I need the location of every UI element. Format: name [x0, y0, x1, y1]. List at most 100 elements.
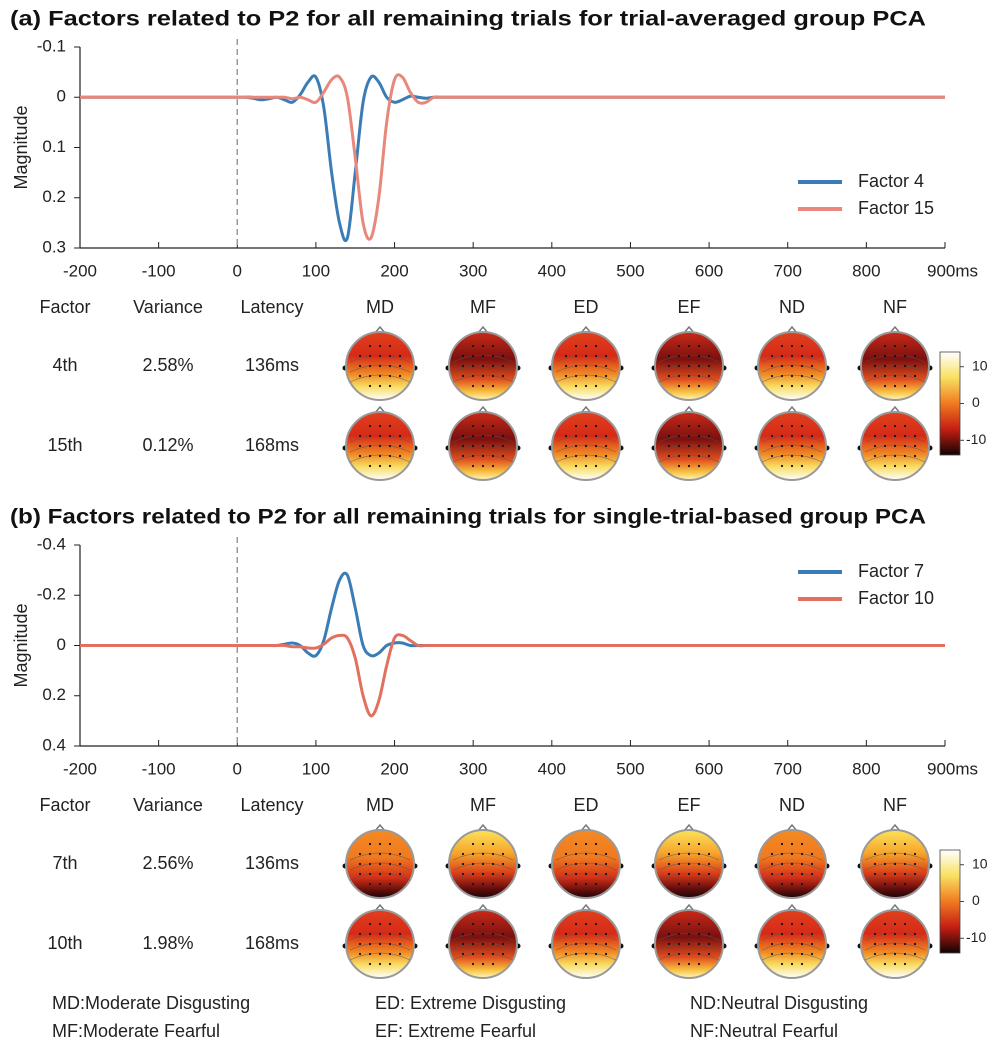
electrode	[594, 424, 598, 428]
electrode	[677, 344, 681, 348]
electrode	[594, 464, 598, 468]
electrode	[697, 424, 701, 428]
electrode	[903, 364, 907, 368]
electrode	[873, 942, 877, 946]
electrode	[358, 952, 362, 956]
electrode	[491, 932, 495, 936]
electrode	[697, 872, 701, 876]
electrode	[873, 952, 877, 956]
electrode	[471, 932, 475, 936]
electrode	[810, 434, 814, 438]
electrode	[873, 852, 877, 856]
electrode	[471, 842, 475, 846]
electrode	[667, 862, 671, 866]
electrode	[707, 942, 711, 946]
electrode	[594, 962, 598, 966]
electrode	[893, 354, 897, 358]
electrode	[883, 344, 887, 348]
electrode	[893, 882, 897, 886]
electrode	[564, 374, 568, 378]
electrode	[584, 434, 588, 438]
electrode	[903, 852, 907, 856]
electrode	[800, 454, 804, 458]
condition-label: ND	[779, 795, 805, 815]
note: ND:Neutral Disgusting	[690, 993, 868, 1013]
electrode	[481, 354, 485, 358]
electrode	[461, 952, 465, 956]
electrode	[893, 952, 897, 956]
electrode	[883, 364, 887, 368]
electrode	[667, 444, 671, 448]
x-tick-label: 900ms	[927, 261, 978, 280]
electrode	[800, 444, 804, 448]
topomap	[754, 405, 830, 481]
electrode	[903, 424, 907, 428]
chart-title: (a) Factors related to P2 for all remain…	[10, 8, 926, 31]
condition-label: EF	[677, 795, 700, 815]
condition-label: MD	[366, 297, 394, 317]
table-header: Latency	[240, 795, 303, 815]
topomap	[342, 325, 418, 401]
electrode	[388, 962, 392, 966]
head-nose	[786, 325, 798, 334]
electrode	[358, 444, 362, 448]
x-tick-label: 600	[695, 261, 723, 280]
electrode	[913, 932, 917, 936]
head-nose	[477, 903, 489, 912]
electrode	[378, 354, 382, 358]
electrode	[770, 872, 774, 876]
electrode	[481, 862, 485, 866]
electrode	[368, 932, 372, 936]
condition-label: MF	[470, 795, 496, 815]
electrode	[594, 444, 598, 448]
electrode	[398, 374, 402, 378]
electrode	[800, 842, 804, 846]
x-tick-label: -100	[142, 759, 176, 778]
colorbar-tick-label: -10	[966, 431, 986, 447]
electrode	[574, 852, 578, 856]
electrode	[491, 852, 495, 856]
electrode	[388, 922, 392, 926]
electrode	[574, 344, 578, 348]
note: MF:Moderate Fearful	[52, 1021, 220, 1041]
electrode	[707, 434, 711, 438]
electrode	[687, 872, 691, 876]
electrode	[883, 872, 887, 876]
electrode	[810, 364, 814, 368]
electrode	[471, 872, 475, 876]
electrode	[873, 434, 877, 438]
electrode	[697, 444, 701, 448]
electrode	[883, 952, 887, 956]
head-nose	[477, 325, 489, 334]
colorbar-tick-label: 0	[972, 394, 980, 410]
head-nose	[374, 405, 386, 414]
electrode	[770, 364, 774, 368]
electrode	[913, 364, 917, 368]
x-tick-label: 700	[774, 261, 802, 280]
electrode	[358, 374, 362, 378]
legend-label: Factor 4	[858, 171, 924, 191]
chart-title: (b) Factors related to P2 for all remain…	[10, 506, 926, 529]
electrode	[584, 344, 588, 348]
electrode	[903, 862, 907, 866]
electrode	[358, 862, 362, 866]
electrode	[780, 962, 784, 966]
electrode	[800, 952, 804, 956]
electrode	[491, 842, 495, 846]
electrode	[388, 354, 392, 358]
electrode	[594, 862, 598, 866]
electrode	[491, 434, 495, 438]
electrode	[564, 454, 568, 458]
electrode	[604, 354, 608, 358]
electrode	[461, 852, 465, 856]
electrode	[491, 384, 495, 388]
topomap	[445, 405, 521, 481]
electrode	[913, 444, 917, 448]
electrode	[491, 962, 495, 966]
electrode	[461, 354, 465, 358]
electrode	[687, 374, 691, 378]
note: NF:Neutral Fearful	[690, 1021, 838, 1041]
electrode	[378, 952, 382, 956]
electrode	[584, 374, 588, 378]
topomap	[651, 405, 727, 481]
